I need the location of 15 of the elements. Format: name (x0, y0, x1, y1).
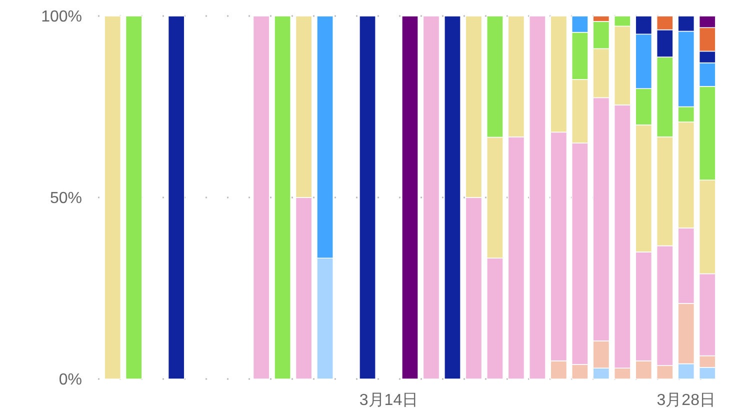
bar (402, 16, 418, 380)
x-tick-label: 3月14日 (359, 392, 418, 409)
bar (125, 16, 142, 380)
bar (444, 16, 461, 380)
bar (104, 16, 122, 380)
y-tick-label: 0% (58, 372, 82, 389)
y-tick-label: 100% (41, 8, 82, 26)
bar (528, 16, 546, 380)
bar (252, 16, 270, 380)
bar (274, 16, 292, 380)
y-tick-label: 50% (50, 190, 82, 208)
bar (359, 16, 376, 380)
bar (168, 16, 185, 380)
x-tick-label: 3月28日 (656, 392, 716, 409)
bar (422, 16, 440, 380)
